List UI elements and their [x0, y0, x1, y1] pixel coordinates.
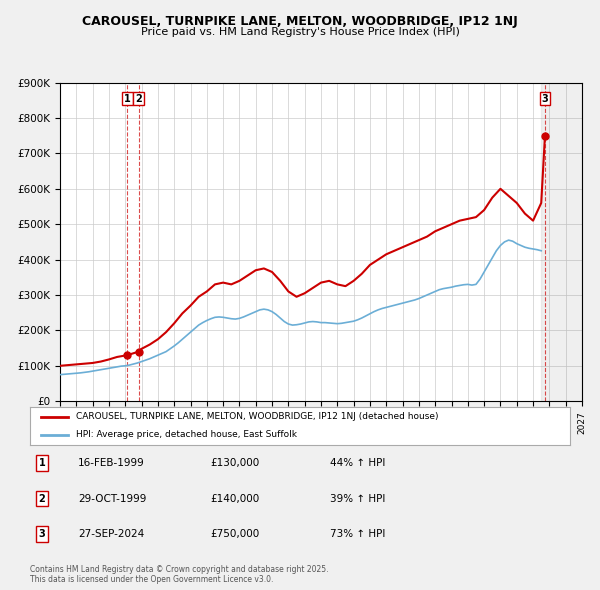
Text: 73% ↑ HPI: 73% ↑ HPI	[330, 529, 385, 539]
Text: CAROUSEL, TURNPIKE LANE, MELTON, WOODBRIDGE, IP12 1NJ: CAROUSEL, TURNPIKE LANE, MELTON, WOODBRI…	[82, 15, 518, 28]
Text: 2: 2	[38, 494, 46, 503]
Text: 44% ↑ HPI: 44% ↑ HPI	[330, 458, 385, 468]
Text: Price paid vs. HM Land Registry's House Price Index (HPI): Price paid vs. HM Land Registry's House …	[140, 27, 460, 37]
Text: 16-FEB-1999: 16-FEB-1999	[78, 458, 145, 468]
Text: HPI: Average price, detached house, East Suffolk: HPI: Average price, detached house, East…	[76, 430, 297, 439]
Text: CAROUSEL, TURNPIKE LANE, MELTON, WOODBRIDGE, IP12 1NJ (detached house): CAROUSEL, TURNPIKE LANE, MELTON, WOODBRI…	[76, 412, 439, 421]
Text: £750,000: £750,000	[210, 529, 259, 539]
Bar	[541, 83, 582, 401]
Text: 27-SEP-2024: 27-SEP-2024	[78, 529, 144, 539]
Text: 3: 3	[542, 94, 548, 103]
Text: 1: 1	[124, 94, 131, 103]
Text: £140,000: £140,000	[210, 494, 259, 503]
Text: 39% ↑ HPI: 39% ↑ HPI	[330, 494, 385, 503]
Text: 29-OCT-1999: 29-OCT-1999	[78, 494, 146, 503]
Text: 2: 2	[135, 94, 142, 103]
Text: £130,000: £130,000	[210, 458, 259, 468]
Text: 1: 1	[38, 458, 46, 468]
Text: 3: 3	[38, 529, 46, 539]
Text: Contains HM Land Registry data © Crown copyright and database right 2025.
This d: Contains HM Land Registry data © Crown c…	[30, 565, 329, 584]
